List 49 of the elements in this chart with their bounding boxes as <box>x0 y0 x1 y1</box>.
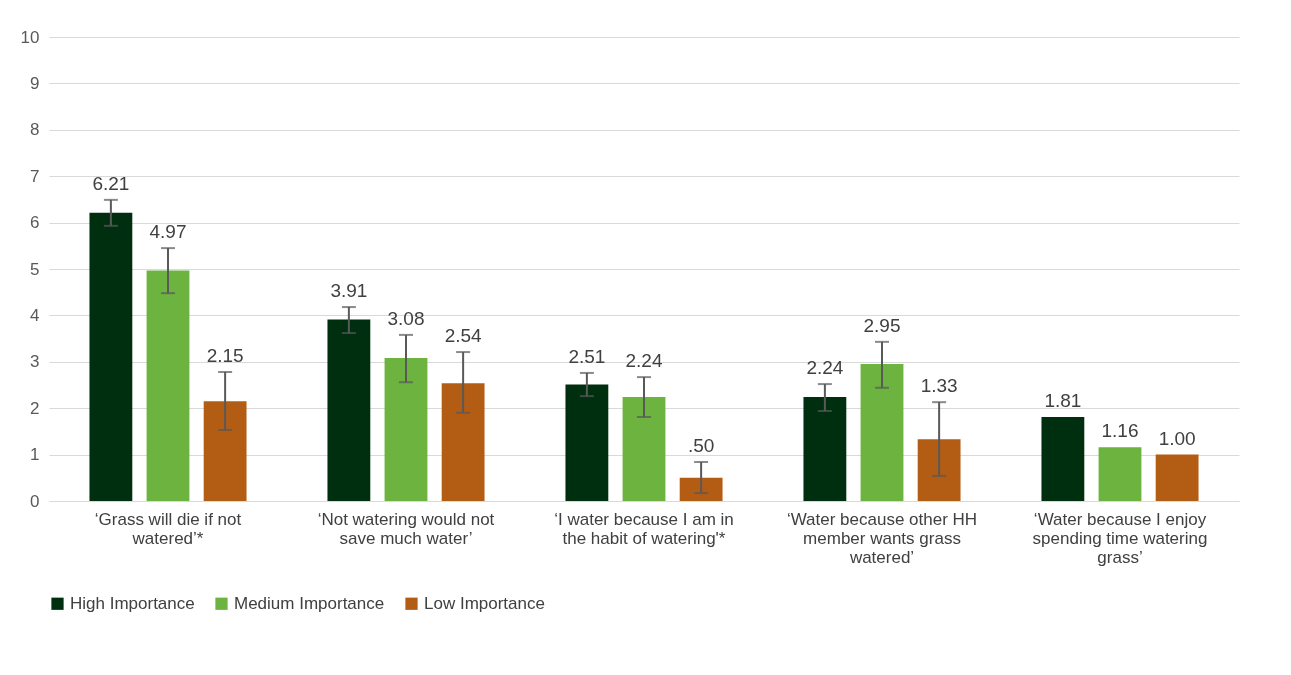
bar <box>622 397 666 501</box>
legend-label: High Importance <box>70 593 195 613</box>
x-tick-label: ‘Water because other HH member wants grass watered’ <box>786 509 978 567</box>
y-tick-label: 5 <box>30 259 40 279</box>
legend-label: Low Importance <box>424 593 545 613</box>
data-label: 4.97 <box>149 221 187 243</box>
data-label: 2.54 <box>444 325 483 347</box>
y-tick-label: 7 <box>30 166 40 186</box>
data-label: 3.91 <box>330 280 368 302</box>
data-label: 1.00 <box>1158 427 1196 449</box>
bar <box>327 319 371 501</box>
bar <box>917 439 961 501</box>
legend-label: Medium Importance <box>234 593 385 613</box>
x-tick-label: ‘Grass will die if not watered’* <box>94 509 242 548</box>
x-tick-label: ‘Water because I enjoy spending time watering grass’ <box>1032 509 1208 567</box>
y-tick-label: 0 <box>30 491 40 511</box>
data-label: .50 <box>687 435 715 457</box>
bar <box>1155 454 1199 501</box>
bar <box>441 383 485 501</box>
bar <box>1041 417 1085 501</box>
data-label: 2.15 <box>206 345 244 367</box>
bar <box>89 212 133 501</box>
y-tick-label: 3 <box>30 352 40 372</box>
y-tick-label: 8 <box>30 120 40 140</box>
bar <box>384 358 428 501</box>
bar <box>203 401 247 501</box>
y-tick-label: 4 <box>30 305 40 325</box>
data-label: 1.33 <box>920 375 958 397</box>
bar <box>803 397 847 501</box>
data-label: 3.08 <box>387 307 425 329</box>
y-tick-label: 6 <box>30 213 40 233</box>
data-label: 1.16 <box>1101 420 1139 442</box>
data-label: 2.95 <box>863 314 901 336</box>
bar <box>146 270 190 501</box>
y-tick-label: 10 <box>20 27 40 47</box>
y-tick-label: 9 <box>30 73 40 93</box>
bar <box>860 364 904 501</box>
x-tick-label: ‘Not watering would not save much water’ <box>317 509 495 548</box>
y-tick-label: 1 <box>30 445 40 465</box>
data-label: 1.81 <box>1044 390 1082 412</box>
data-label: 6.21 <box>92 172 130 194</box>
data-label: 2.51 <box>568 345 606 367</box>
bar <box>1098 447 1142 501</box>
x-tick-label: ‘I water because I am in the habit of watering'* <box>554 509 734 548</box>
bar <box>679 477 723 501</box>
data-label: 2.24 <box>625 350 663 372</box>
bar <box>565 384 609 501</box>
y-tick-label: 2 <box>30 398 40 418</box>
data-label: 2.24 <box>806 357 844 379</box>
